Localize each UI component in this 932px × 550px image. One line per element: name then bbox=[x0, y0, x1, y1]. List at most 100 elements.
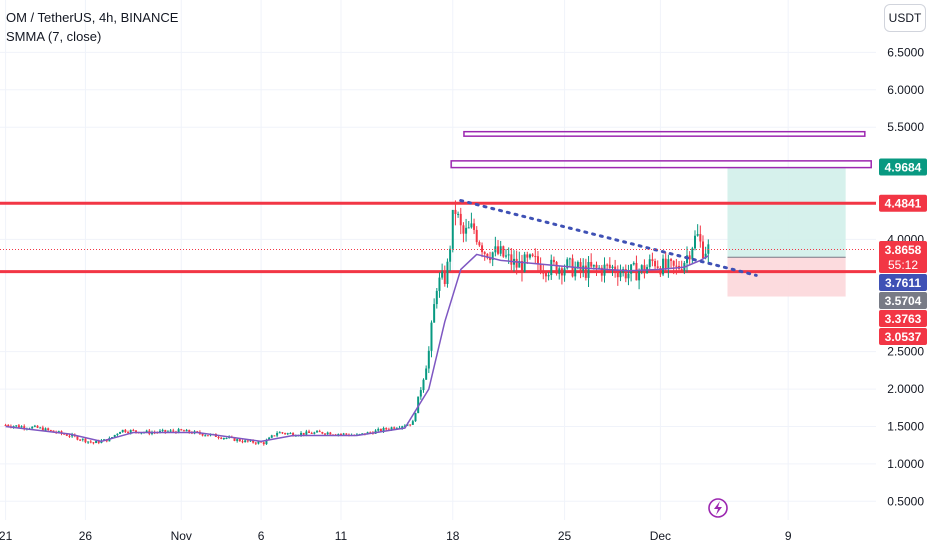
candle-body bbox=[361, 433, 364, 435]
candle-body bbox=[113, 434, 116, 438]
candle-body bbox=[119, 432, 122, 434]
candle-body bbox=[608, 264, 611, 269]
time-tick-label: 11 bbox=[335, 529, 348, 543]
candle-body bbox=[65, 434, 68, 436]
candle-body bbox=[419, 390, 422, 397]
candle-body bbox=[31, 426, 34, 429]
candle-body bbox=[23, 426, 26, 429]
candle-body bbox=[15, 425, 18, 427]
time-tick-label: 6 bbox=[258, 529, 265, 543]
candle-body bbox=[44, 428, 47, 431]
horizontal-levels[interactable] bbox=[0, 201, 876, 274]
candle-body bbox=[238, 439, 241, 442]
candle-body bbox=[337, 434, 340, 436]
candle-body bbox=[180, 429, 183, 431]
candle-body bbox=[132, 430, 135, 432]
candle-body bbox=[161, 429, 164, 431]
candle-body bbox=[691, 248, 694, 260]
price-tag bbox=[879, 194, 927, 212]
candle-body bbox=[579, 262, 582, 271]
candle-body bbox=[560, 268, 563, 276]
candle-body bbox=[313, 432, 316, 434]
time-axis[interactable]: 21 26 Nov 6 11 18 25 Dec 9 bbox=[0, 529, 792, 543]
candle-body bbox=[483, 252, 486, 254]
price-tag bbox=[879, 309, 927, 327]
candle-body bbox=[544, 272, 547, 277]
price-tag bbox=[879, 291, 927, 309]
candle-body bbox=[664, 258, 667, 269]
candle-body bbox=[435, 290, 438, 305]
candle-body bbox=[550, 259, 553, 276]
candle-body bbox=[427, 350, 430, 369]
candle-body bbox=[39, 427, 42, 429]
candle-body bbox=[528, 254, 531, 258]
candle-body bbox=[217, 436, 220, 438]
bolt-icon[interactable] bbox=[708, 498, 728, 518]
candle-body bbox=[385, 427, 388, 430]
candle-body bbox=[236, 439, 239, 441]
candle-body bbox=[704, 253, 707, 259]
candle-body bbox=[12, 426, 15, 428]
candle-body bbox=[662, 258, 665, 275]
candle-body bbox=[481, 245, 484, 253]
rectangle-drawings[interactable] bbox=[450, 130, 872, 169]
price-tag-label: 3.0537 bbox=[885, 330, 922, 344]
price-tag-label: 3.8658 bbox=[885, 243, 922, 257]
candle-body bbox=[281, 432, 284, 434]
candle-body bbox=[640, 265, 643, 272]
candle-body bbox=[127, 432, 130, 434]
candle-body bbox=[606, 264, 609, 266]
candle-body bbox=[505, 255, 508, 257]
candle-body bbox=[515, 258, 518, 268]
candle-body bbox=[409, 424, 412, 426]
candle-body bbox=[584, 265, 587, 278]
candle-body bbox=[696, 234, 699, 236]
candle-body bbox=[454, 209, 457, 215]
rectangle-drawing bbox=[463, 130, 866, 137]
time-tick-label: 18 bbox=[446, 529, 460, 543]
price-tick-label: 2.5000 bbox=[887, 345, 924, 359]
candle-body bbox=[635, 262, 638, 281]
candle-body bbox=[680, 269, 683, 271]
candle-body bbox=[97, 440, 100, 443]
symbol-title[interactable]: OM / TetherUS, 4h, BINANCE bbox=[6, 10, 179, 25]
candle-body bbox=[465, 227, 468, 234]
candle-body bbox=[79, 439, 82, 441]
candle-body bbox=[76, 436, 79, 440]
candle-body bbox=[201, 433, 204, 436]
candle-body bbox=[643, 265, 646, 274]
candle-body bbox=[422, 379, 425, 391]
candle-body bbox=[403, 425, 406, 427]
candle-body bbox=[688, 255, 691, 260]
candle-body bbox=[425, 368, 428, 380]
price-tick-label: 0.5000 bbox=[887, 494, 924, 508]
candle-body bbox=[318, 431, 321, 433]
long-position-tool[interactable] bbox=[727, 166, 846, 297]
chart-legend: OM / TetherUS, 4h, BINANCE SMMA (7, clos… bbox=[6, 8, 178, 46]
candle-body bbox=[457, 213, 460, 215]
candle-body bbox=[276, 433, 279, 436]
candle-body bbox=[252, 440, 255, 443]
candle-body bbox=[654, 261, 657, 267]
candle-body bbox=[438, 277, 441, 291]
price-tick-label: 5.5000 bbox=[887, 120, 924, 134]
candle-body bbox=[129, 430, 132, 433]
currency-button[interactable]: USDT bbox=[884, 4, 926, 32]
candle-body bbox=[536, 256, 539, 265]
candle-body bbox=[89, 441, 92, 443]
candle-body bbox=[390, 427, 393, 430]
candle-body bbox=[552, 259, 555, 263]
candle-body bbox=[534, 256, 537, 258]
candle-body bbox=[542, 272, 545, 274]
candle-body bbox=[71, 434, 74, 437]
candle-body bbox=[92, 442, 95, 444]
trend-line[interactable] bbox=[459, 199, 758, 277]
candle-body bbox=[158, 430, 161, 433]
price-tick-label: 2.0000 bbox=[887, 382, 924, 396]
candle-body bbox=[300, 432, 303, 436]
candle-body bbox=[401, 426, 404, 428]
candle-body bbox=[249, 440, 252, 442]
grid bbox=[0, 0, 876, 520]
indicator-label[interactable]: SMMA (7, close) bbox=[6, 29, 102, 44]
